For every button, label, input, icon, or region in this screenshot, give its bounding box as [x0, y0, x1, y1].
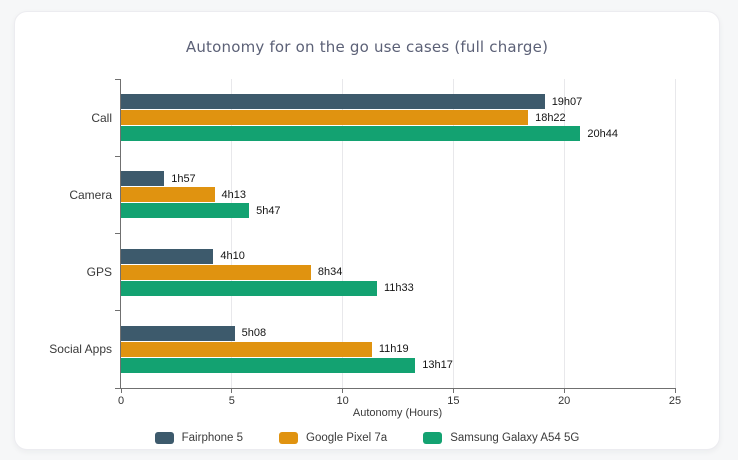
bar-camera-google-pixel-7a — [121, 187, 215, 203]
category-label-gps: GPS — [86, 265, 112, 280]
legend-label-samsung-galaxy-a54-5g: Samsung Galaxy A54 5G — [450, 432, 580, 444]
bar-group-social-apps: Social Apps 5h08 11h19 13h17 — [49, 311, 675, 388]
bar-call-samsung-galaxy-a54-5g — [121, 126, 581, 142]
bar-value-label: 19h07 — [551, 95, 583, 108]
bar-row-camera-fairphone-5: 1h57 — [121, 171, 675, 187]
bar-value-label: 13h17 — [422, 359, 453, 372]
bar-row-gps-fairphone-5: 4h10 — [121, 248, 675, 264]
y-axis-tick — [115, 310, 121, 312]
bar-group-gps: GPS 4h10 8h34 11h33 — [87, 234, 675, 311]
x-axis-tick — [342, 388, 344, 393]
bar-row-camera-google-pixel-7a: 4h13 — [121, 187, 675, 203]
bar-call-fairphone-5 — [121, 94, 545, 110]
x-axis-tick — [120, 388, 122, 393]
bar-row-gps-google-pixel-7a: 8h34 — [121, 264, 675, 280]
bar-row-call-fairphone-5: 19h07 — [121, 94, 675, 110]
gridline — [563, 79, 565, 388]
bar-value-label: 8h34 — [317, 266, 343, 279]
plot-area: 0 5 10 15 20 25 Call 19h07 18h22 20h44 Camera 1h57 4… — [49, 78, 681, 407]
x-tick-label: 15 — [447, 395, 460, 407]
bar-row-social-apps-samsung-galaxy-a54-5g: 13h17 — [121, 357, 675, 373]
bar-group-camera: Camera 1h57 4h13 5h47 — [69, 156, 675, 233]
legend-item-samsung-galaxy-a54-5g: Samsung Galaxy A54 5G — [423, 432, 579, 444]
x-tick-label: 5 — [228, 395, 235, 407]
legend-item-fairphone-5: Fairphone 5 — [154, 432, 244, 444]
gridline — [452, 79, 454, 388]
legend-swatch-fairphone-5 — [154, 432, 174, 444]
x-axis-tick — [452, 388, 454, 393]
x-axis-tick — [563, 388, 565, 393]
gridline — [231, 79, 233, 388]
legend-swatch-samsung-galaxy-a54-5g — [423, 432, 443, 444]
legend-swatch-google-pixel-7a — [279, 432, 299, 444]
x-axis-label: Autonomy (Hours) — [352, 407, 443, 419]
bar-value-label: 4h10 — [220, 250, 245, 263]
bar-row-call-google-pixel-7a: 18h22 — [121, 110, 675, 126]
bar-group-call: Call 19h07 18h22 20h44 — [91, 79, 675, 156]
legend-item-google-pixel-7a: Google Pixel 7a — [279, 432, 387, 444]
y-axis-tick — [115, 155, 121, 157]
bar-social-apps-fairphone-5 — [121, 325, 235, 341]
bar-value-label: 5h08 — [241, 327, 267, 340]
bar-value-label: 4h13 — [221, 188, 246, 201]
x-axis-tick — [674, 388, 676, 393]
x-tick-label: 0 — [117, 395, 125, 407]
category-label-camera: Camera — [69, 187, 112, 202]
bar-value-label: 11h19 — [378, 343, 409, 356]
legend: Fairphone 5 Google Pixel 7a Samsung Galaxy… — [15, 432, 719, 444]
y-axis-tick — [115, 387, 121, 389]
bar-value-label: 1h57 — [171, 172, 196, 185]
bar-value-label: 20h44 — [587, 127, 618, 140]
x-axis-tick — [231, 388, 233, 393]
bar-gps-samsung-galaxy-a54-5g — [121, 280, 377, 296]
bar-camera-samsung-galaxy-a54-5g — [121, 203, 250, 219]
bar-value-label: 11h33 — [383, 282, 414, 295]
bar-social-apps-google-pixel-7a — [121, 341, 372, 357]
gridline — [674, 79, 676, 388]
bar-row-social-apps-google-pixel-7a: 11h19 — [121, 341, 675, 357]
gridline — [342, 79, 344, 388]
bar-row-social-apps-fairphone-5: 5h08 — [121, 325, 675, 341]
x-tick-label: 25 — [668, 395, 682, 407]
bar-gps-google-pixel-7a — [121, 264, 311, 280]
y-axis-tick — [115, 78, 121, 80]
bar-value-label: 18h22 — [535, 111, 566, 124]
bar-social-apps-samsung-galaxy-a54-5g — [121, 357, 416, 373]
y-axis-tick — [115, 233, 121, 234]
bar-gps-fairphone-5 — [121, 248, 214, 264]
chart-title: Autonomy for on the go use cases (full c… — [185, 38, 549, 56]
bar-value-label: 5h47 — [256, 204, 281, 217]
category-label-social-apps: Social Apps — [49, 342, 112, 357]
bar-row-call-samsung-galaxy-a54-5g: 20h44 — [121, 126, 675, 142]
category-label-call: Call — [91, 110, 112, 125]
bar-camera-fairphone-5 — [121, 171, 165, 187]
legend-label-fairphone-5: Fairphone 5 — [181, 432, 244, 444]
bar-row-gps-samsung-galaxy-a54-5g: 11h33 — [121, 280, 675, 296]
bar-call-google-pixel-7a — [121, 110, 529, 126]
legend-label-google-pixel-7a: Google Pixel 7a — [306, 432, 388, 444]
chart-card: Autonomy for on the go use cases (full c… — [14, 11, 720, 450]
x-tick-label: 20 — [558, 395, 571, 407]
x-tick-label: 10 — [336, 395, 349, 407]
bar-row-camera-samsung-galaxy-a54-5g: 5h47 — [121, 203, 675, 219]
